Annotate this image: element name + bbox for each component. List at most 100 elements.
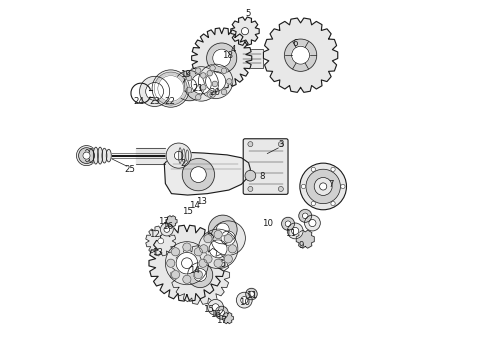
Circle shape [331, 167, 335, 171]
Text: 11: 11 [285, 229, 296, 238]
Circle shape [194, 270, 202, 279]
Circle shape [183, 243, 191, 251]
Circle shape [196, 68, 201, 73]
Circle shape [204, 255, 212, 263]
Text: 20: 20 [209, 87, 220, 96]
Circle shape [161, 79, 180, 98]
Ellipse shape [85, 149, 90, 162]
Text: 24: 24 [134, 97, 145, 106]
Ellipse shape [186, 150, 189, 161]
Circle shape [248, 141, 253, 147]
Text: 25: 25 [124, 166, 135, 175]
Circle shape [331, 201, 335, 206]
Polygon shape [164, 152, 250, 195]
Circle shape [278, 186, 283, 192]
Ellipse shape [182, 149, 185, 162]
Circle shape [311, 167, 316, 171]
Circle shape [224, 235, 232, 243]
Circle shape [204, 235, 212, 243]
Text: 7: 7 [328, 180, 334, 189]
Circle shape [191, 74, 211, 94]
Circle shape [164, 226, 170, 232]
Ellipse shape [102, 148, 107, 163]
Circle shape [76, 145, 97, 166]
Circle shape [198, 229, 238, 269]
Circle shape [146, 82, 164, 100]
Circle shape [172, 270, 179, 279]
Circle shape [221, 89, 227, 95]
Circle shape [319, 183, 327, 190]
Ellipse shape [98, 147, 102, 164]
Text: 6: 6 [293, 39, 298, 48]
Text: 5: 5 [245, 9, 250, 18]
Text: 12: 12 [149, 230, 160, 239]
Circle shape [172, 248, 179, 256]
Circle shape [226, 78, 232, 84]
Ellipse shape [106, 149, 111, 162]
Text: 14: 14 [189, 201, 199, 210]
Circle shape [221, 68, 227, 73]
Circle shape [199, 245, 208, 253]
Circle shape [196, 94, 201, 100]
Text: 14: 14 [189, 266, 200, 275]
Circle shape [207, 92, 213, 97]
Circle shape [205, 71, 225, 91]
Circle shape [194, 269, 207, 282]
Circle shape [174, 71, 204, 101]
FancyBboxPatch shape [243, 139, 288, 194]
Circle shape [154, 72, 187, 105]
Circle shape [248, 186, 253, 192]
Circle shape [287, 223, 303, 239]
Text: 2: 2 [181, 159, 186, 168]
Circle shape [306, 169, 341, 204]
Text: 15: 15 [203, 305, 214, 314]
Circle shape [278, 141, 283, 147]
Circle shape [215, 306, 228, 319]
Circle shape [213, 49, 231, 67]
Circle shape [314, 177, 332, 195]
Circle shape [216, 223, 229, 236]
Circle shape [182, 158, 215, 191]
Text: 23: 23 [149, 97, 160, 106]
Circle shape [158, 76, 184, 102]
Circle shape [83, 152, 90, 159]
Circle shape [302, 213, 308, 219]
Circle shape [292, 227, 299, 234]
Circle shape [301, 184, 306, 189]
Text: 11: 11 [246, 291, 257, 300]
Circle shape [228, 245, 237, 253]
Text: 3: 3 [278, 140, 284, 149]
Text: 10: 10 [239, 298, 250, 307]
Circle shape [207, 43, 237, 73]
Circle shape [186, 87, 192, 93]
Text: 18: 18 [221, 51, 233, 60]
Polygon shape [149, 225, 225, 301]
Circle shape [299, 210, 312, 222]
Circle shape [184, 67, 219, 101]
Circle shape [167, 259, 175, 267]
Text: 21: 21 [192, 84, 203, 93]
Circle shape [191, 167, 206, 183]
Circle shape [214, 230, 222, 239]
Polygon shape [146, 226, 175, 256]
Circle shape [198, 64, 233, 99]
Circle shape [200, 85, 206, 90]
Text: 8: 8 [260, 172, 265, 181]
Text: 16: 16 [162, 222, 173, 231]
Circle shape [282, 217, 294, 230]
Polygon shape [231, 17, 259, 45]
Circle shape [224, 255, 232, 263]
Polygon shape [171, 246, 229, 304]
Circle shape [152, 70, 190, 107]
Circle shape [242, 28, 248, 35]
Circle shape [166, 242, 208, 285]
Circle shape [341, 184, 345, 189]
Circle shape [219, 310, 224, 316]
Text: 4: 4 [231, 45, 236, 54]
Polygon shape [264, 18, 338, 93]
Circle shape [311, 201, 316, 206]
Circle shape [194, 248, 202, 256]
Ellipse shape [93, 147, 98, 164]
Ellipse shape [179, 148, 181, 163]
Circle shape [140, 76, 170, 107]
